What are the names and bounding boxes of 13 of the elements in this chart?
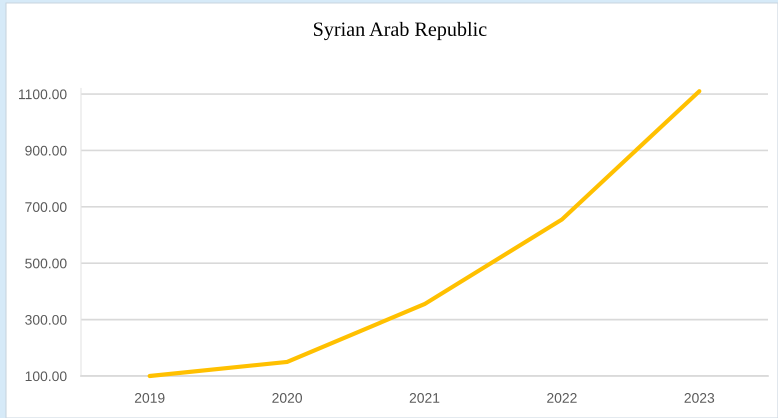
x-tick-label: 2019 bbox=[134, 393, 164, 403]
y-tick-label: 700.00 bbox=[25, 202, 67, 212]
x-tick-label: 2022 bbox=[547, 393, 577, 403]
y-tick-label: 500.00 bbox=[25, 258, 67, 268]
chart-title: Syrian Arab Republic bbox=[314, 22, 487, 40]
y-tick-label: 300.00 bbox=[25, 314, 67, 325]
x-tick-label: 2020 bbox=[272, 393, 302, 403]
y-tick-label: 100.00 bbox=[26, 371, 67, 382]
line-series bbox=[148, 89, 702, 378]
y-tick-label: 900.00 bbox=[25, 146, 67, 156]
x-tick-label: 2023 bbox=[684, 393, 714, 403]
x-tick-label: 2021 bbox=[410, 393, 440, 403]
y-tick-label: 1100.00 bbox=[18, 89, 67, 100]
